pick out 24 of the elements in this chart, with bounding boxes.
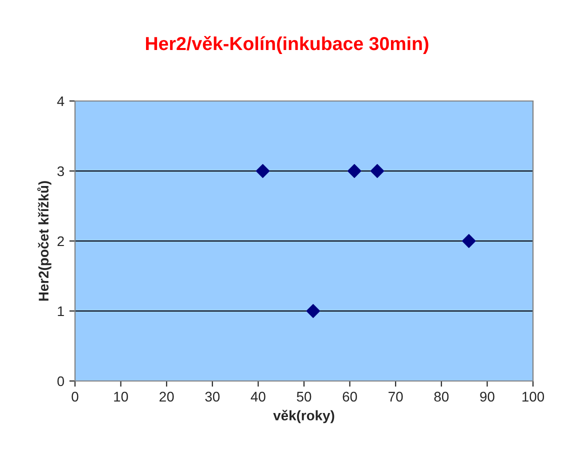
y-tick-label: 2: [58, 236, 64, 246]
x-tick-label: 100: [522, 392, 544, 402]
x-tick-label: 70: [388, 392, 403, 402]
x-tick-label: 10: [114, 392, 128, 402]
x-tick-label: 20: [160, 392, 174, 402]
x-tick-label: 0: [72, 392, 78, 402]
y-tick-label: 3: [57, 166, 64, 176]
point: [347, 164, 362, 178]
chart-title: Her2/věk-Kolín(inkubace 30min): [146, 36, 428, 54]
x-tick-label: 80: [434, 392, 449, 402]
point: [462, 234, 476, 248]
x-tick-label: 60: [342, 392, 357, 402]
y-tick-label: 4: [57, 96, 64, 106]
x-tick-label: 30: [205, 392, 220, 402]
y-tick-label: 0: [57, 376, 64, 386]
x-tick-label: 40: [250, 392, 266, 402]
x-tick-label: 50: [296, 392, 312, 402]
x-tick-label: 90: [480, 392, 494, 402]
point: [306, 304, 320, 318]
x-axis-title: věk(roky): [273, 410, 334, 424]
y-tick-label: 1: [58, 306, 64, 316]
point: [256, 164, 270, 178]
y-axis-title: Her2(počet křížků): [37, 181, 52, 301]
point: [370, 164, 384, 178]
